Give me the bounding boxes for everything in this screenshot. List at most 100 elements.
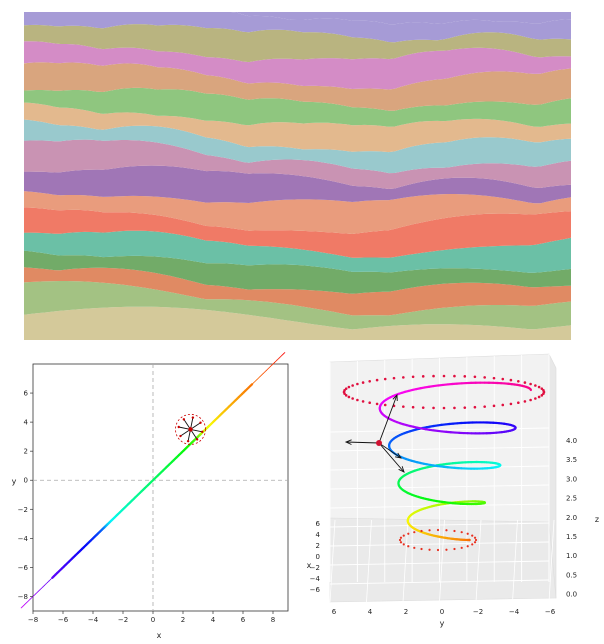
projection-dot	[383, 403, 387, 407]
x-tick-label-3d: 2	[316, 542, 320, 550]
floor-pane	[329, 517, 557, 603]
x-tick-label: −6	[58, 616, 69, 624]
projection-dot	[453, 374, 456, 378]
floor-grid-line	[402, 519, 409, 603]
helix-curve	[378, 381, 532, 542]
projection-dot	[517, 379, 520, 383]
projection-dot	[442, 374, 446, 378]
projection-dot	[407, 545, 410, 548]
floor-grid-line	[439, 519, 445, 603]
z-tick-label: 3.5	[566, 456, 577, 464]
projection-dot	[436, 528, 440, 532]
projection-dot	[492, 404, 496, 408]
curve-segments	[20, 352, 286, 609]
helix-plot-3d: 4.0 3.5 3.0 2.5 2.0 1.5 1.0 0.5 0.0 6 4 2 0 −2 −4 −6 6 4 2…	[307, 353, 599, 628]
x-tick-label-3d: −6	[310, 586, 321, 594]
projection-dot	[432, 406, 435, 410]
y-tick-label: −8	[18, 593, 28, 601]
vector-arrow	[378, 442, 402, 459]
z-tick-label: 0.5	[566, 571, 577, 579]
projection-dot	[463, 406, 467, 409]
y-tick-label: 6	[24, 390, 29, 398]
floor-grid-line	[366, 519, 372, 603]
stream-layer	[24, 12, 571, 43]
projection-dot	[534, 384, 537, 387]
projection-dot	[529, 398, 532, 402]
floor-grid-line	[512, 519, 518, 603]
projection-dot	[420, 547, 423, 551]
projection-dot	[501, 377, 505, 381]
floor-grid-line	[548, 519, 555, 603]
highlight-point	[188, 427, 193, 432]
highlight-marker	[175, 413, 206, 445]
projection-dot	[540, 387, 544, 390]
projection-dot	[471, 534, 474, 537]
z-tick-label: 1.0	[566, 552, 577, 560]
spoke-tip	[195, 438, 199, 441]
streamgraph-chart	[24, 12, 571, 340]
x-tick-label: 8	[271, 616, 275, 624]
projection-dot	[343, 389, 346, 392]
projection-dot	[460, 546, 463, 549]
grid-line	[329, 484, 550, 490]
y-axis-label: y	[12, 477, 17, 486]
x-tick-label: 4	[211, 616, 216, 624]
vector-arrows	[344, 393, 405, 473]
curve-segment	[283, 352, 286, 354]
vector-arrow	[345, 441, 380, 444]
projection-dot	[473, 541, 477, 544]
z-tick-label: 0.0	[566, 591, 577, 599]
projection-dot	[402, 376, 405, 379]
y-tick-label-3d: −6	[545, 608, 556, 616]
stream-layer	[24, 41, 571, 90]
projection-dot	[474, 538, 478, 542]
grid-line	[329, 541, 550, 547]
x-tick-label-3d: −4	[310, 575, 321, 583]
y-axis-label-3d: y	[440, 619, 445, 628]
x-axis-label: x	[157, 631, 162, 640]
projection-dot	[473, 375, 477, 379]
projection-dot	[436, 548, 440, 552]
stream-layer	[24, 230, 571, 273]
x-tick-label: −8	[28, 616, 38, 624]
projection-dot	[402, 534, 405, 537]
projection-dot	[347, 395, 351, 399]
helix-marker	[376, 440, 382, 446]
projection-dot	[473, 536, 477, 539]
stream-layer	[24, 207, 571, 258]
projection-dot	[361, 400, 365, 403]
line-plot-2d: −8 −6 −4 −2 0 2 4 6 8 6 4 2 0 −2 −4 −6 −8 x y	[12, 352, 289, 640]
projection-dot	[483, 376, 486, 379]
projection-dot	[344, 387, 348, 390]
arrow-head	[344, 439, 352, 445]
arrow-head	[392, 393, 398, 402]
spoke-tip	[191, 416, 195, 419]
projection-dot	[420, 529, 423, 533]
grid-line	[329, 427, 550, 433]
projection-dot	[351, 384, 354, 387]
projection-dot	[509, 402, 513, 406]
x-axis-label-3d: x	[307, 561, 312, 570]
spoke-tip	[199, 421, 202, 424]
projection-dot	[453, 529, 456, 533]
projection-dot	[351, 397, 354, 400]
projection-dot	[453, 547, 456, 551]
arrow-head	[398, 466, 405, 473]
projection-dot	[466, 532, 469, 535]
y-tick-label-3d: 2	[404, 608, 408, 616]
x-tick-label: −2	[118, 616, 128, 624]
vector-arrow	[378, 442, 405, 473]
projection-dot	[411, 405, 415, 409]
z-tick-label: 1.5	[566, 533, 577, 541]
projection-dot	[466, 545, 469, 548]
stream-layer	[24, 102, 571, 153]
z-tick-label: 2.0	[566, 514, 577, 522]
projection-dot	[542, 389, 545, 392]
projection-dot	[453, 406, 456, 410]
y-tick-label: −6	[18, 564, 29, 572]
plot-frame	[32, 363, 289, 612]
spoke-tip	[179, 434, 182, 438]
stream-layer	[24, 267, 571, 316]
stream-layer	[24, 119, 571, 174]
stream-layer	[24, 281, 571, 330]
